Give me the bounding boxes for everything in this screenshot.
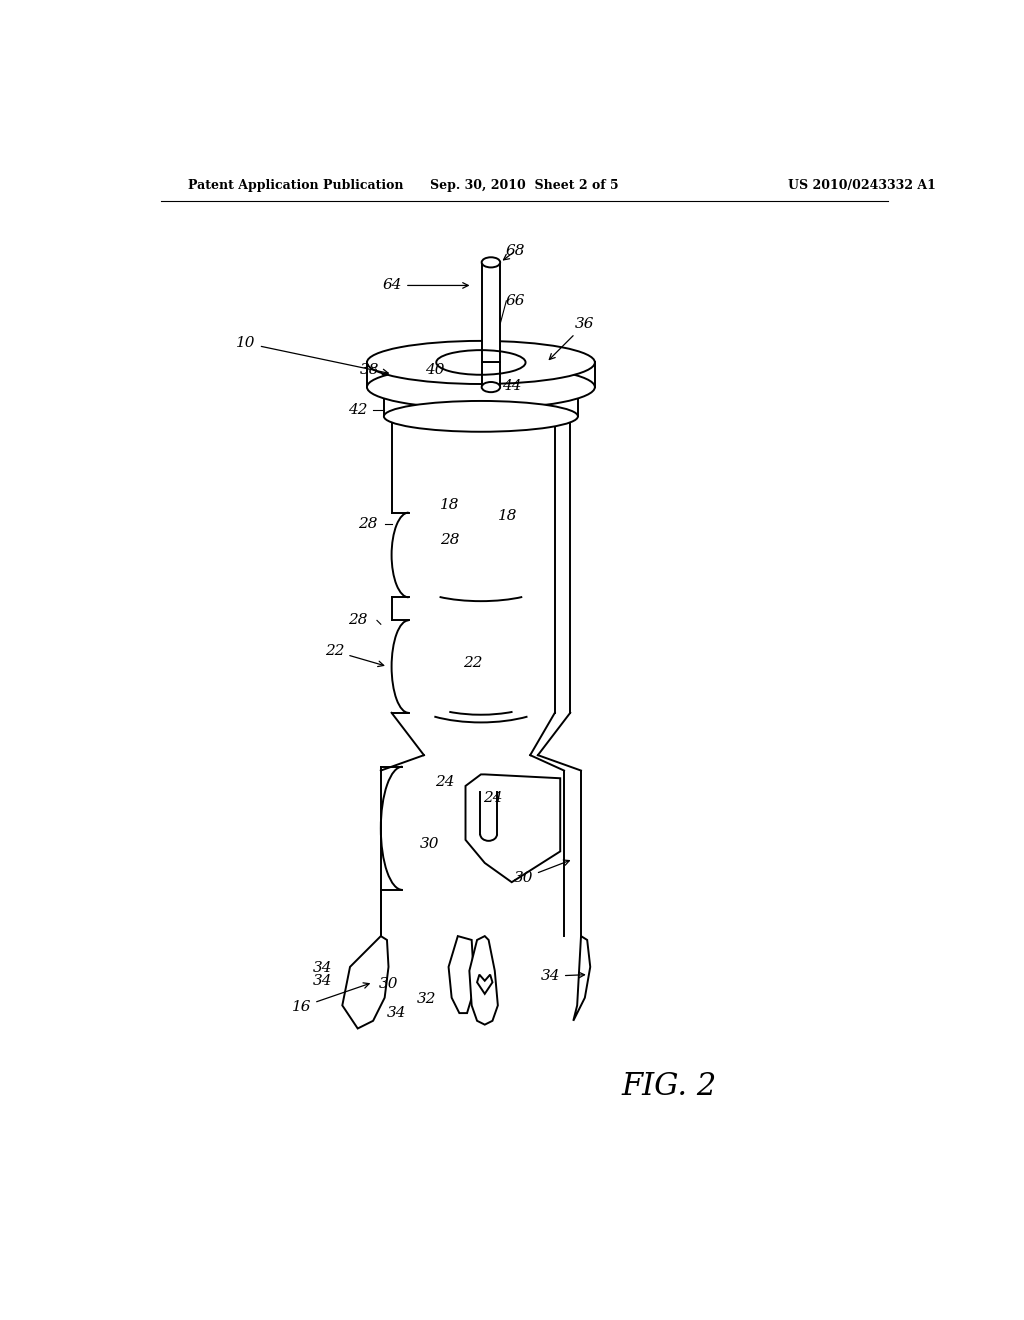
Polygon shape (342, 936, 388, 1028)
Text: 18: 18 (440, 498, 460, 512)
Polygon shape (466, 775, 560, 882)
Text: 68: 68 (506, 244, 525, 257)
Polygon shape (469, 936, 498, 1024)
Text: Sep. 30, 2010  Sheet 2 of 5: Sep. 30, 2010 Sheet 2 of 5 (430, 178, 620, 191)
Ellipse shape (367, 366, 595, 409)
Polygon shape (481, 363, 500, 387)
Text: 28: 28 (348, 614, 368, 627)
Polygon shape (477, 974, 493, 994)
Text: 24: 24 (482, 791, 502, 804)
Text: 66: 66 (506, 294, 525, 308)
Text: FIG. 2: FIG. 2 (622, 1071, 717, 1102)
Text: 30: 30 (420, 837, 439, 850)
Text: 42: 42 (348, 403, 368, 417)
Text: 10: 10 (237, 337, 388, 375)
Text: 34: 34 (313, 961, 333, 975)
Text: 24: 24 (435, 775, 455, 789)
Ellipse shape (367, 341, 595, 384)
Text: US 2010/0243332 A1: US 2010/0243332 A1 (788, 178, 936, 191)
Text: 22: 22 (325, 644, 384, 667)
Ellipse shape (481, 381, 500, 392)
Text: 18: 18 (498, 510, 517, 524)
Text: 34: 34 (541, 969, 585, 983)
Text: 36: 36 (549, 317, 595, 359)
Text: 44: 44 (502, 379, 521, 392)
Text: 28: 28 (440, 532, 460, 546)
Ellipse shape (384, 401, 578, 432)
Ellipse shape (481, 257, 500, 268)
Text: 30: 30 (513, 861, 569, 886)
Text: 32: 32 (417, 993, 437, 1006)
Text: 64: 64 (383, 279, 468, 293)
Text: 34: 34 (386, 1006, 406, 1020)
Text: Patent Application Publication: Patent Application Publication (188, 178, 403, 191)
Polygon shape (573, 936, 590, 1020)
Text: 40: 40 (425, 363, 444, 378)
Text: 28: 28 (358, 517, 378, 531)
Text: 16: 16 (292, 983, 370, 1014)
Text: 34: 34 (313, 974, 333, 987)
Polygon shape (449, 936, 473, 1014)
Text: 30: 30 (379, 977, 398, 991)
Text: 38: 38 (359, 363, 379, 378)
Text: 22: 22 (464, 656, 483, 669)
Polygon shape (481, 263, 500, 363)
